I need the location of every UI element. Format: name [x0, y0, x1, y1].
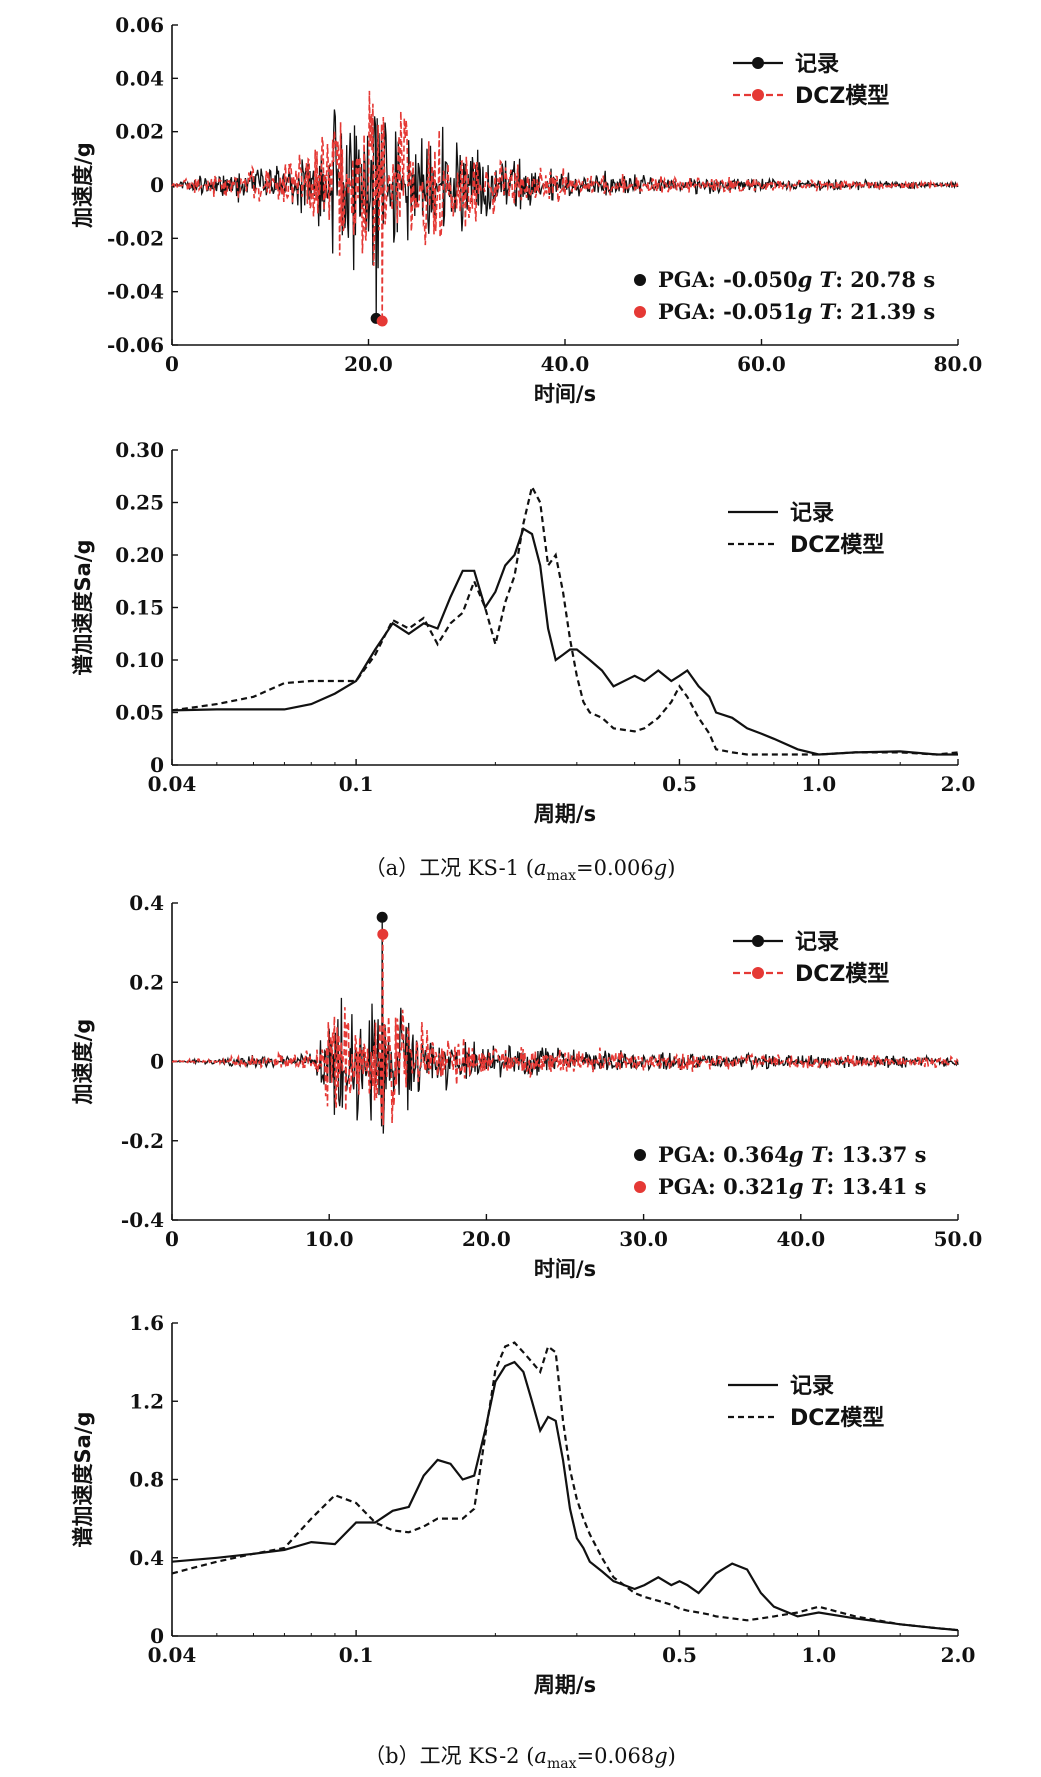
peak-marker-record: [376, 911, 388, 923]
y-tick-label: 0.20: [115, 543, 164, 567]
x-tick-label: 40.0: [541, 352, 590, 376]
legend-label: 记录: [790, 1374, 834, 1399]
peak-marker-dcz-model: [376, 315, 388, 327]
x-tick-label: 50.0: [934, 1227, 983, 1251]
legend-label: DCZ模型: [790, 1406, 884, 1431]
series-line-dcz-model: [172, 934, 959, 1126]
x-tick-label: 0: [165, 1227, 179, 1251]
x-tick-label: 0: [165, 352, 179, 376]
y-axis-label: 加速度/g: [71, 1019, 95, 1106]
legend-marker: [752, 935, 764, 947]
x-tick-label: 1.0: [801, 1643, 836, 1667]
x-tick-label: 30.0: [619, 1227, 668, 1251]
y-tick-label: 0: [150, 1624, 164, 1648]
x-tick-label: 20.0: [344, 352, 393, 376]
y-axis-label: 加速度/g: [71, 142, 95, 229]
y-tick-label: 0: [150, 173, 164, 197]
y-tick-label: -0.2: [121, 1129, 164, 1153]
series-line-record: [171, 1360, 959, 1632]
y-tick-label: 0.02: [115, 120, 164, 144]
series-line-dcz-model: [171, 90, 959, 322]
y-tick-label: -0.04: [107, 280, 164, 304]
y-tick-label: 1.2: [129, 1389, 164, 1413]
y-tick-label: 0.05: [115, 701, 164, 725]
x-tick-label: 0.04: [148, 1643, 197, 1667]
chart-b-response-spectrum: 0 0.4 0.8 1.2 1.6 0.04 0.1 0.5 1.0 2.0 周期/s 谱加速度Sa/…: [71, 1311, 975, 1697]
pga-annotation: PGA: -0.051g T: 21.39 s: [658, 299, 935, 324]
pga-legend-dot: [634, 1149, 646, 1161]
x-tick-label: 0.1: [339, 772, 374, 796]
x-tick-label: 2.0: [941, 772, 976, 796]
x-tick-label: 0.04: [148, 772, 197, 796]
pga-annotation: PGA: -0.050g T: 20.78 s: [658, 267, 935, 292]
legend-marker: [752, 57, 764, 69]
legend-label: 记录: [790, 501, 834, 526]
x-tick-label: 20.0: [462, 1227, 511, 1251]
x-axis-label: 周期/s: [534, 802, 596, 826]
legend-label: 记录: [795, 52, 839, 77]
legend-label: DCZ模型: [795, 962, 889, 987]
y-tick-label: 0.15: [115, 596, 164, 620]
caption-a: （a）工况 KS-1 (amax=0.006g): [365, 856, 676, 884]
y-tick-label: 0.06: [115, 13, 164, 37]
x-tick-label: 0.1: [339, 1643, 374, 1667]
y-tick-label: -0.4: [121, 1208, 164, 1232]
pga-legend-dot: [634, 306, 646, 318]
x-axis-label: 周期/s: [534, 1673, 596, 1697]
y-tick-label: 1.6: [129, 1311, 164, 1335]
series-line-record: [171, 917, 959, 1134]
caption-b: （b）工况 KS-2 (amax=0.068g): [364, 1744, 676, 1772]
y-axis-label: 谱加速度Sa/g: [71, 1412, 95, 1548]
y-tick-label: -0.02: [107, 226, 164, 250]
y-tick-label: 0.30: [115, 438, 164, 462]
x-tick-label: 1.0: [801, 772, 836, 796]
chart-b-time-series: -0.4 -0.2 0 0.2 0.4 0 10.0 20.0 30.0 40.0 50.0 时间/s…: [71, 891, 982, 1281]
y-tick-label: 0.10: [115, 648, 164, 672]
series-line-dcz-model: [171, 1341, 959, 1632]
legend-marker: [752, 89, 764, 101]
y-tick-label: 0: [150, 753, 164, 777]
y-tick-label: 0.2: [129, 970, 164, 994]
pga-legend-dot: [634, 1181, 646, 1193]
x-axis-label: 时间/s: [534, 382, 596, 406]
y-tick-label: 0.8: [129, 1468, 164, 1492]
peak-marker-dcz-model: [377, 928, 389, 940]
pga-annotation: PGA: 0.321g T: 13.41 s: [658, 1174, 926, 1199]
y-tick-label: 0: [150, 1050, 164, 1074]
x-tick-label: 2.0: [941, 1643, 976, 1667]
x-tick-label: 0.5: [662, 772, 697, 796]
legend-label: DCZ模型: [790, 533, 884, 558]
series-line-record: [171, 527, 958, 756]
legend-marker: [752, 967, 764, 979]
legend-label: 记录: [795, 930, 839, 955]
y-tick-label: -0.06: [107, 333, 164, 357]
x-tick-label: 0.5: [662, 1643, 697, 1667]
series-line-dcz-model: [171, 483, 959, 756]
x-tick-label: 60.0: [737, 352, 786, 376]
y-tick-label: 0.4: [129, 1546, 164, 1570]
y-tick-label: 0.04: [115, 66, 164, 90]
y-axis-label: 谱加速度Sa/g: [71, 540, 95, 676]
x-tick-label: 80.0: [934, 352, 983, 376]
pga-annotation: PGA: 0.364g T: 13.37 s: [658, 1142, 926, 1167]
legend-label: DCZ模型: [795, 84, 889, 109]
chart-a-response-spectrum: 0 0.05 0.10 0.15 0.20 0.25 0.30 0.04 0.1 0.5 1.0 2.…: [71, 438, 975, 826]
y-tick-label: 0.25: [115, 491, 164, 515]
y-tick-label: 0.4: [129, 891, 164, 915]
pga-legend-dot: [634, 274, 646, 286]
x-tick-label: 10.0: [305, 1227, 354, 1251]
x-tick-label: 40.0: [776, 1227, 825, 1251]
x-axis-label: 时间/s: [534, 1257, 596, 1281]
series-line-record: [171, 109, 959, 319]
chart-a-time-series: -0.06 -0.04 -0.02 0 0.02 0.04 0.06 0 20.0 40.0 60.…: [71, 13, 982, 406]
